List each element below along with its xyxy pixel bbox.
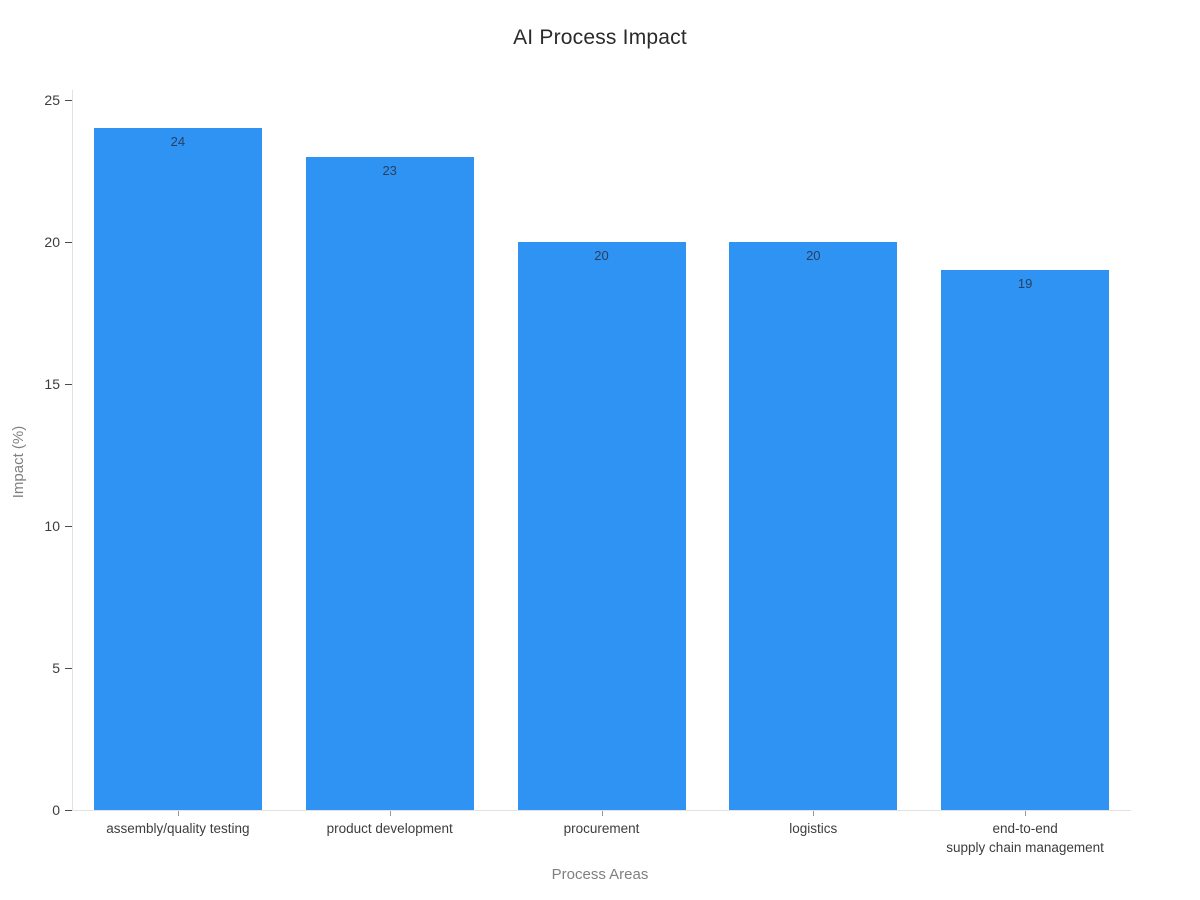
bar — [305, 156, 474, 810]
y-tick-label: 15 — [44, 376, 60, 392]
y-tick-mark — [65, 99, 72, 101]
y-tick-label: 5 — [52, 660, 60, 676]
bar-value-label: 23 — [382, 162, 397, 178]
y-tick-label: 10 — [44, 518, 60, 534]
x-tick-label: end-to-end supply chain management — [946, 821, 1104, 855]
y-tick-label: 0 — [52, 802, 60, 818]
x-axis-title: Process Areas — [551, 866, 649, 883]
bar-value-label: 20 — [594, 248, 609, 263]
y-tick-label: 20 — [44, 234, 60, 250]
bar — [729, 242, 898, 810]
y-tick-mark — [65, 383, 72, 385]
bar-value-label: 24 — [170, 134, 186, 150]
bar — [941, 270, 1110, 810]
x-tick-mark — [389, 811, 391, 816]
x-tick-mark — [813, 811, 815, 816]
y-tick-mark — [65, 667, 72, 669]
x-tick-mark — [177, 811, 179, 816]
bar — [93, 128, 262, 810]
y-tick-mark — [65, 525, 72, 527]
x-tick-label: product development — [326, 821, 453, 836]
x-tick-label: logistics — [789, 821, 838, 836]
x-tick-mark — [1025, 811, 1027, 816]
y-axis-line — [72, 90, 73, 810]
bar-value-label: 20 — [806, 248, 821, 263]
x-axis-line — [72, 810, 1131, 811]
y-tick-mark — [65, 241, 72, 243]
x-tick-label: procurement — [563, 821, 640, 836]
bar-value-label: 19 — [1017, 276, 1033, 292]
y-tick-label: 25 — [44, 92, 60, 108]
x-tick-mark — [601, 811, 603, 816]
y-tick-mark — [65, 809, 72, 811]
x-tick-label: assembly/quality testing — [106, 821, 250, 836]
chart-title: AI Process Impact — [513, 26, 687, 49]
bar — [517, 242, 686, 810]
